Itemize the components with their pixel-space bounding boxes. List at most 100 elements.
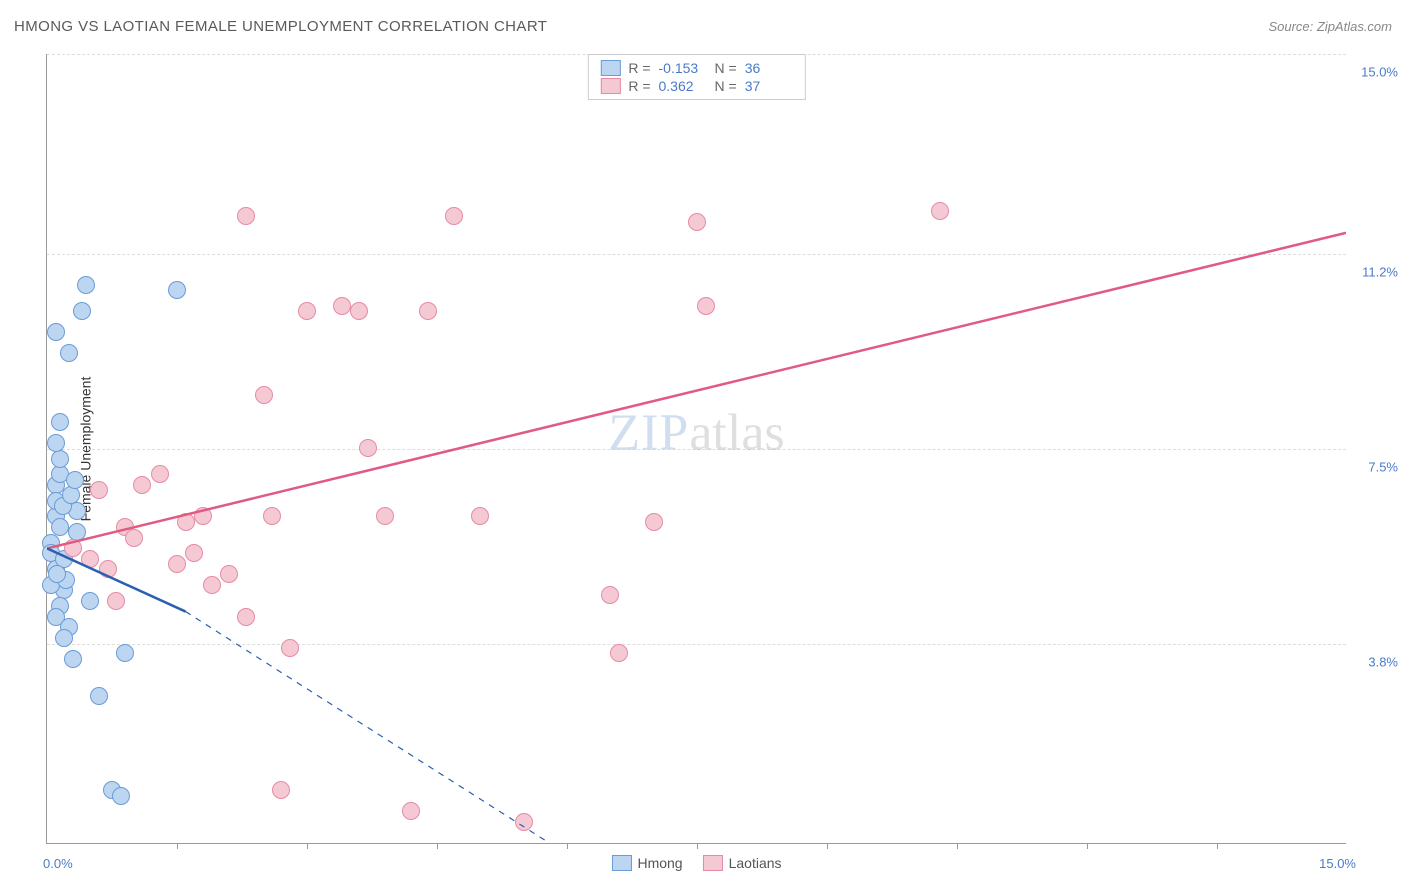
scatter-point-laotian (64, 539, 82, 557)
scatter-point-hmong (60, 344, 78, 362)
legend-swatch (600, 60, 620, 76)
x-tick-mark (1217, 843, 1218, 849)
legend-label: Hmong (637, 855, 682, 871)
scatter-point-laotian (333, 297, 351, 315)
scatter-point-laotian (419, 302, 437, 320)
scatter-point-laotian (99, 560, 117, 578)
scatter-point-hmong (116, 644, 134, 662)
scatter-point-laotian (220, 565, 238, 583)
legend-swatch (600, 78, 620, 94)
scatter-point-hmong (77, 276, 95, 294)
trend-line (186, 612, 550, 843)
scatter-point-laotian (194, 507, 212, 525)
scatter-point-laotian (185, 544, 203, 562)
scatter-point-laotian (376, 507, 394, 525)
correlation-stats-box: R = -0.153N = 36R = 0.362N = 37 (587, 54, 805, 100)
scatter-point-laotian (81, 550, 99, 568)
stats-row: R = 0.362N = 37 (600, 77, 792, 95)
scatter-point-laotian (107, 592, 125, 610)
stat-n-label: N = (715, 78, 737, 94)
watermark-zip: ZIP (608, 404, 689, 461)
legend-label: Laotians (729, 855, 782, 871)
scatter-point-hmong (90, 687, 108, 705)
stat-r-value: -0.153 (659, 60, 707, 76)
scatter-point-hmong (47, 434, 65, 452)
y-tick-label: 7.5% (1368, 460, 1398, 475)
gridline (47, 254, 1346, 255)
gridline (47, 449, 1346, 450)
scatter-point-laotian (255, 386, 273, 404)
scatter-point-laotian (90, 481, 108, 499)
stat-r-label: R = (628, 60, 650, 76)
x-axis-min-label: 0.0% (43, 856, 73, 871)
scatter-point-hmong (55, 629, 73, 647)
scatter-point-laotian (281, 639, 299, 657)
x-tick-mark (697, 843, 698, 849)
scatter-point-hmong (62, 486, 80, 504)
scatter-point-laotian (931, 202, 949, 220)
trend-line (47, 233, 1346, 549)
x-tick-mark (177, 843, 178, 849)
scatter-point-laotian (601, 586, 619, 604)
x-tick-mark (827, 843, 828, 849)
legend: Hmong Laotians (611, 855, 781, 871)
x-tick-mark (567, 843, 568, 849)
source-prefix: Source: (1268, 19, 1316, 34)
scatter-point-laotian (688, 213, 706, 231)
scatter-point-laotian (350, 302, 368, 320)
scatter-point-hmong (66, 471, 84, 489)
legend-item: Laotians (703, 855, 782, 871)
stat-n-label: N = (715, 60, 737, 76)
legend-swatch (703, 855, 723, 871)
scatter-point-hmong (168, 281, 186, 299)
scatter-point-hmong (51, 413, 69, 431)
stat-r-label: R = (628, 78, 650, 94)
scatter-point-laotian (151, 465, 169, 483)
scatter-point-laotian (168, 555, 186, 573)
scatter-point-laotian (610, 644, 628, 662)
scatter-point-hmong (73, 302, 91, 320)
scatter-point-laotian (298, 302, 316, 320)
source-text: ZipAtlas.com (1317, 19, 1392, 34)
scatter-point-laotian (263, 507, 281, 525)
x-tick-mark (1087, 843, 1088, 849)
scatter-point-laotian (359, 439, 377, 457)
scatter-point-laotian (177, 513, 195, 531)
scatter-point-hmong (48, 565, 66, 583)
scatter-point-laotian (133, 476, 151, 494)
legend-swatch (611, 855, 631, 871)
legend-item: Hmong (611, 855, 682, 871)
scatter-point-laotian (697, 297, 715, 315)
plot-area: Female Unemployment ZIPatlas R = -0.153N… (46, 54, 1346, 844)
watermark: ZIPatlas (608, 403, 784, 462)
scatter-point-laotian (125, 529, 143, 547)
scatter-point-laotian (272, 781, 290, 799)
watermark-atlas: atlas (689, 404, 784, 461)
scatter-point-laotian (237, 608, 255, 626)
scatter-point-hmong (51, 450, 69, 468)
y-tick-label: 11.2% (1362, 265, 1398, 280)
scatter-point-hmong (47, 323, 65, 341)
x-tick-mark (957, 843, 958, 849)
scatter-point-laotian (402, 802, 420, 820)
x-axis-max-label: 15.0% (1319, 856, 1356, 871)
scatter-point-laotian (203, 576, 221, 594)
scatter-point-hmong (112, 787, 130, 805)
scatter-point-laotian (645, 513, 663, 531)
chart-title: HMONG VS LAOTIAN FEMALE UNEMPLOYMENT COR… (14, 18, 547, 35)
stat-r-value: 0.362 (659, 78, 707, 94)
scatter-point-laotian (445, 207, 463, 225)
source-attribution: Source: ZipAtlas.com (1268, 19, 1392, 34)
scatter-point-laotian (515, 813, 533, 831)
stat-n-value: 36 (745, 60, 793, 76)
scatter-point-hmong (51, 518, 69, 536)
x-tick-mark (307, 843, 308, 849)
x-tick-mark (437, 843, 438, 849)
scatter-point-laotian (237, 207, 255, 225)
scatter-point-hmong (81, 592, 99, 610)
y-tick-label: 15.0% (1361, 65, 1398, 80)
y-tick-label: 3.8% (1368, 654, 1398, 669)
scatter-point-hmong (64, 650, 82, 668)
scatter-point-laotian (471, 507, 489, 525)
stats-row: R = -0.153 N = 36 (600, 59, 792, 77)
